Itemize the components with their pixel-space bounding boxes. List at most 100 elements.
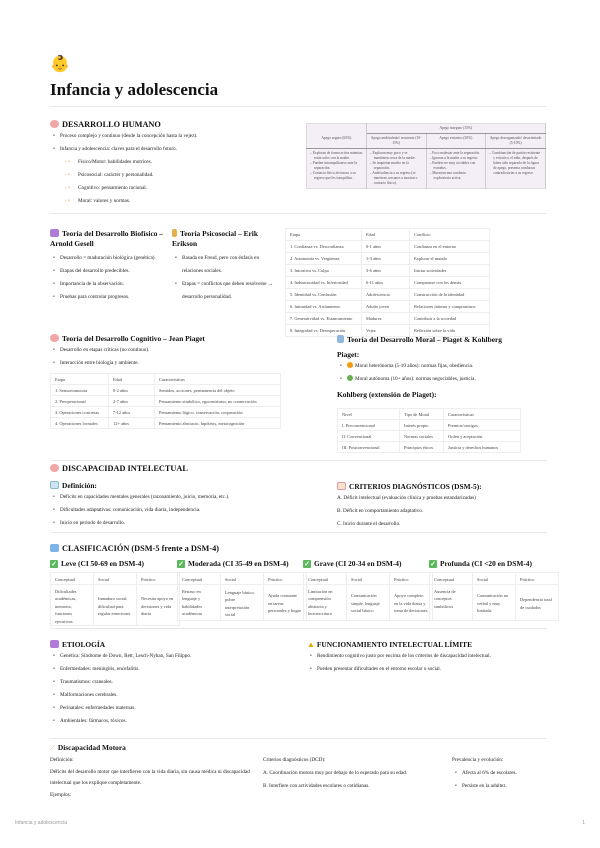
green-circle-icon xyxy=(347,375,353,381)
criterion: C. Inicio durante el desarrollo. xyxy=(337,521,401,527)
level-block: ✓ Leve (CI 50-69 en DSM-4) Conceptual Socia… xyxy=(50,559,180,626)
table-cell: Características xyxy=(154,373,281,385)
header-cell: Apego evitativo (20%) xyxy=(426,133,487,149)
table-cell: Compararse con los demás xyxy=(409,276,490,289)
check-icon: ✓ xyxy=(50,560,58,568)
list-item: Déficits en capacidades mentales general… xyxy=(50,491,320,504)
table-row: 6. Intimidad vs. Aislamiento Adulto joven… xyxy=(285,300,490,313)
orange-circle-icon xyxy=(347,362,353,368)
section-heading: Teoría Psicosocial – Erik Erikson xyxy=(172,229,258,248)
list-item: Pruebas para controlar progresos. xyxy=(50,291,168,304)
table-cell: III. Postconvencional xyxy=(337,441,400,453)
table-cell: Conceptual xyxy=(50,572,94,585)
warning-icon: ▲ xyxy=(307,640,315,649)
table-cell: Conceptual xyxy=(429,572,473,585)
table-cell: Adulto joven xyxy=(361,300,410,313)
piaget-section: Teoría del Desarrollo Cognitivo – Jean P… xyxy=(50,334,330,370)
check-icon: ✓ xyxy=(177,560,185,568)
table-cell: Nivel xyxy=(337,408,400,420)
list-item: Persiste en la adultez. xyxy=(452,780,562,793)
table-cell: 2. Preoperacional xyxy=(50,395,109,407)
table-row: 3. Operaciones concretas 7-12 años Pensami… xyxy=(50,406,281,418)
cell-item: – Combinación de patrón resistente y evi… xyxy=(489,151,541,175)
text: Ambivalencia a su regreso (se muestran c… xyxy=(372,171,418,185)
table-cell: Adolescencia xyxy=(361,288,410,301)
table-cell: Confianza en el entorno xyxy=(409,240,490,253)
body-cell: – Exploran de forma activa mientras está… xyxy=(306,148,367,189)
list-item: Cognitivo: pensamiento racional. xyxy=(50,182,300,195)
table-header-row: Conceptual Social Práctico xyxy=(429,572,559,585)
table-cell: Iniciar actividades xyxy=(409,264,490,277)
definition-heading: Definición: xyxy=(62,481,97,490)
attachment-table-image: Apego inseguro (35%) Apego seguro (65%) Ap… xyxy=(306,123,547,189)
level-heading: ✓ Leve (CI 50-69 en DSM-4) xyxy=(50,559,180,569)
data-table: Etapa Edad Conflicto 1. Confianza vs. Desco… xyxy=(285,228,490,337)
header-cell: Apego seguro (65%) xyxy=(306,133,367,149)
level-label: Profunda (CI <20 en DSM-4) xyxy=(440,559,532,568)
clipboard-icon xyxy=(337,482,346,490)
table-cell: Conceptual xyxy=(177,572,221,585)
list-item: Desarrollo en etapas críticas (no contin… xyxy=(50,344,330,357)
list-item: Enfermedades: meningitis, encefalitis. xyxy=(50,663,300,676)
table-cell: Dependencia total de cuidados xyxy=(515,583,559,621)
table-header-row: Etapa Edad Conflicto xyxy=(285,228,490,241)
table-row: 8. Integridad vs. Desesperación Vejez Refl… xyxy=(285,324,490,337)
table-cell: 3. Operaciones concretas xyxy=(50,406,109,418)
table-cell: 5. Identidad vs. Confusión xyxy=(285,288,362,301)
text: Muestran una conducta exploratoria activ… xyxy=(432,171,466,180)
table-row: III. Postconvencional Principios éticos Ju… xyxy=(337,441,521,453)
table-cell: Comunicación simple, lenguaje social bás… xyxy=(346,583,390,621)
table-cell: 3-6 años xyxy=(361,264,410,277)
list-item: Importancia de la observación. xyxy=(50,278,168,291)
table-cell: Inmaduro social, dificultad para regular… xyxy=(93,583,137,626)
table-row: Dificultades académicas, memoria, funcio… xyxy=(50,583,180,626)
table-cell: Comunicación no verbal y muy limitada xyxy=(472,583,516,621)
section-heading: Discapacidad Motora xyxy=(57,743,126,752)
erikson-section: Teoría Psicosocial – Erik Erikson Basada… xyxy=(172,229,277,304)
cell-item: – Contacto físico afectuoso a su regreso… xyxy=(310,171,356,180)
table-cell: 1. Confianza vs. Desconfianza xyxy=(285,240,362,253)
table-cell: 4. Industriosidad vs. Inferioridad xyxy=(285,276,362,289)
criteria-heading: CRITERIOS DIAGNÓSTICOS (DSM-5): xyxy=(349,482,482,491)
section-heading: Teoría del Desarrollo Biofísico – Arnold… xyxy=(50,229,163,248)
classification-table: Conceptual Social Práctico Limitación en co… xyxy=(303,572,433,621)
table-cell: Necesita apoyo en decisiones y vida diar… xyxy=(136,583,180,626)
text: Pueden intranquilizarse ante la separaci… xyxy=(312,161,357,170)
criterion: A. Coordinación motora muy por debajo de… xyxy=(263,770,408,776)
table-cell: 1. Sensoriomotora xyxy=(50,384,109,396)
table-cell: 0-2 años xyxy=(108,384,155,396)
group-header: Apego inseguro (35%) xyxy=(366,123,547,134)
list-item: Pueden presentar dificultades en el ento… xyxy=(307,663,557,676)
classification-table: Conceptual Social Práctico Dificultades aca… xyxy=(50,572,180,626)
table-cell: Práctico xyxy=(515,572,559,585)
criterion: B. Interfiere con actividades escolares … xyxy=(263,783,370,789)
attachment-table: Apego inseguro (35%) Apego seguro (65%) Ap… xyxy=(306,123,547,189)
section-heading: DESARROLLO HUMANO xyxy=(62,120,161,129)
cell-item: – Ignoran a la madre a su regreso. xyxy=(429,156,479,160)
text: Exploran muy poco y se mantienen cerca d… xyxy=(372,151,416,160)
list-item: Físico/Motor: habilidades motrices. xyxy=(50,156,300,169)
list-item: Afecta al 6% de escolares. xyxy=(452,767,562,780)
table-cell: Reflexión sobre la vida xyxy=(409,324,490,337)
table-cell: Pensamiento abstracto, hipótesis, metaco… xyxy=(154,417,281,429)
list-item: Traumatismos: craneales. xyxy=(50,676,300,689)
table-row: 1. Confianza vs. Desconfianza 0-1 años Con… xyxy=(285,240,490,253)
bullet-list: Proceso complejo y continuo (desde la co… xyxy=(50,130,300,156)
definition-text: Déficits del desarrollo motor que interf… xyxy=(50,769,250,786)
table-cell: Lenguaje básico, pobre interpretación so… xyxy=(220,583,264,621)
bullet-list: Desarrollo en etapas críticas (no contin… xyxy=(50,344,330,370)
bullet-list: Déficits en capacidades mentales general… xyxy=(50,491,320,530)
table-cell: Justicia y derechos humanos xyxy=(443,441,521,453)
bullet-list: Afecta al 6% de escolares.Persiste en la… xyxy=(452,767,562,793)
table-cell: Edad xyxy=(361,228,410,241)
list-item: Moral autónoma (10+ años): normas negoci… xyxy=(337,373,557,386)
table-cell: Contribuir a la sociedad xyxy=(409,312,490,325)
bullet-list: Moral heterónoma (5-10 años): normas fij… xyxy=(337,360,557,386)
table-row: 5. Identidad vs. Confusión Adolescencia Co… xyxy=(285,288,490,301)
table-row: 2. Autonomía vs. Vergüenza 1-3 años Explor… xyxy=(285,252,490,265)
table-row: Retraso en lenguaje y habilidades académ… xyxy=(177,583,307,621)
section-heading: Teoría del Desarrollo Moral – Piaget & K… xyxy=(347,335,502,344)
blank-cell xyxy=(306,123,367,134)
brain-icon xyxy=(50,120,59,128)
text: Exploran de forma activa mientras están … xyxy=(312,151,363,160)
